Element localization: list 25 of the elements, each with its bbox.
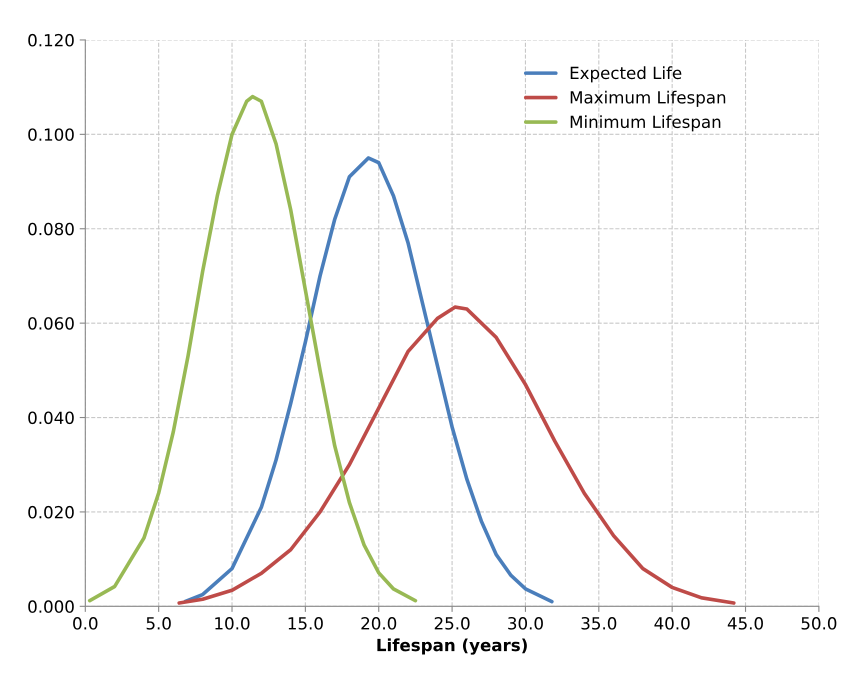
x-axis-title: Lifespan (years) (377, 638, 527, 655)
line-series (183, 156, 554, 604)
x-tick-label: 50.0 (802, 617, 836, 630)
y-tick-label: 0.000 (28, 600, 74, 613)
x-tick-label: 5.0 (146, 617, 171, 630)
x-tick-label: 15.0 (288, 617, 323, 630)
legend-label: Maximum Lifespan (570, 90, 726, 107)
y-tick-label: 0.020 (28, 506, 74, 518)
y-tick-label: 0.060 (28, 317, 74, 330)
x-tick-label: 25.0 (434, 617, 470, 630)
x-tick-label: 20.0 (361, 617, 396, 630)
x-tick-label: 35.0 (582, 617, 616, 630)
x-tick-label: 10.0 (215, 617, 250, 630)
x-tick-label: 40.0 (654, 617, 690, 630)
x-tick-label: 30.0 (508, 617, 543, 630)
legend-label: Minimum Lifespan (570, 115, 720, 132)
x-tick-label: 0.0 (73, 617, 98, 630)
y-tick-label: 0.080 (28, 222, 74, 236)
y-tick-label: 0.100 (28, 128, 74, 141)
x-tick-label: 45.0 (728, 617, 763, 630)
line-series (88, 94, 418, 602)
line-series (177, 305, 736, 605)
legend-label: Expected Life (570, 66, 682, 82)
y-tick-label: 0.120 (28, 34, 74, 47)
y-tick-label: 0.040 (28, 411, 74, 424)
